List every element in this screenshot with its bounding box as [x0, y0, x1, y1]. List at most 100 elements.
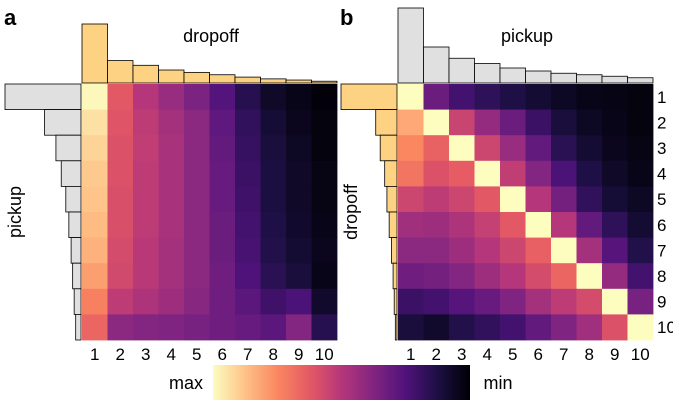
heatmap-cell [474, 186, 501, 213]
heatmap-cell [311, 186, 338, 213]
heatmap-cell [311, 160, 338, 187]
heatmap-cell [184, 314, 210, 341]
top-hist-bar [183, 71, 210, 84]
heatmap-cell [398, 160, 424, 187]
top-hist-bar [311, 80, 338, 84]
top-hist-bar [209, 74, 236, 84]
heatmap-cell [449, 135, 475, 162]
heatmap-cell [627, 109, 654, 136]
heatmap-cell [525, 314, 552, 341]
x-tick-label: 2 [116, 345, 125, 364]
heatmap-cell [209, 84, 236, 110]
heatmap-cell [235, 288, 261, 315]
x-tick-label: 1 [406, 345, 415, 364]
heatmap-cell [398, 263, 424, 290]
top-hist-bar [627, 77, 654, 84]
heatmap-cell [500, 263, 526, 290]
left-hist-bar [44, 109, 82, 136]
x-tick-label: 1 [90, 345, 99, 364]
panel-letter-a: a [4, 5, 17, 30]
heatmap-cell [602, 212, 628, 238]
heatmap-cell [449, 186, 475, 213]
x-tick-label: 5 [192, 345, 201, 364]
heatmap-cell [107, 135, 134, 162]
heatmap-cell [184, 160, 210, 187]
x-tick-label: 2 [432, 345, 441, 364]
heatmap-cell [576, 135, 603, 162]
left-hist-bar [384, 160, 398, 187]
heatmap-cell [627, 160, 654, 187]
heatmap-cell [260, 160, 287, 187]
heatmap-cell [602, 135, 628, 162]
heatmap-cell [209, 263, 236, 290]
heatmap-cell [576, 84, 603, 110]
heatmap-cell [551, 160, 577, 187]
heatmap-cell [235, 84, 261, 110]
heatmap-cell [107, 186, 134, 213]
heatmap-cell [184, 135, 210, 162]
top-axis-label: dropoff [183, 26, 240, 46]
heatmap-cell [525, 160, 552, 187]
left-hist-bar [390, 237, 398, 264]
heatmap-cell [423, 314, 450, 341]
left-hist-bar [60, 160, 82, 187]
heatmap-cell [82, 314, 108, 341]
heatmap-cell [474, 135, 501, 162]
heatmap-cell [107, 237, 134, 264]
heatmap-cell [209, 135, 236, 162]
heatmap-cell [311, 237, 338, 264]
heatmap-cell [82, 212, 108, 238]
x-tick-label: 5 [508, 345, 517, 364]
y-tick-label: 3 [657, 139, 666, 158]
heatmap-cell [551, 237, 577, 264]
heatmap-cell [551, 135, 577, 162]
heatmap-cell [423, 84, 450, 110]
heatmap-cell [209, 237, 236, 264]
heatmap-cell [525, 288, 552, 315]
heatmap-cell [184, 109, 210, 136]
heatmap-cell [286, 288, 312, 315]
heatmap-cell [398, 109, 424, 136]
heatmap-cell [474, 84, 501, 110]
heatmap-cell [398, 314, 424, 341]
heatmap-cell [82, 135, 108, 162]
heatmap-cell [286, 186, 312, 213]
top-hist-bar [474, 63, 501, 84]
heatmap-cell [627, 263, 654, 290]
heatmap-cell [525, 135, 552, 162]
heatmap-cell [82, 186, 108, 213]
heatmap-cell [423, 237, 450, 264]
heatmap-cell [260, 186, 287, 213]
heatmap-cell [82, 263, 108, 290]
heatmap-cell [158, 84, 185, 110]
heatmap-cell [286, 109, 312, 136]
heatmap-cell [158, 263, 185, 290]
top-hist-bar [550, 72, 577, 84]
heatmap-cell [311, 263, 338, 290]
heatmap-cell [627, 135, 654, 162]
heatmap-cell [602, 314, 628, 341]
heatmap-cell [525, 186, 552, 213]
heatmap-cell [184, 263, 210, 290]
legend-max-label: max [169, 373, 203, 393]
colorbar-legend: max min [169, 365, 513, 400]
heatmap-cell [576, 186, 603, 213]
heatmap-cell [398, 135, 424, 162]
heatmap-cell [107, 109, 134, 136]
heatmap-cell [286, 160, 312, 187]
heatmap-cell [107, 263, 134, 290]
heatmap-cell [158, 314, 185, 341]
heatmap-cell [133, 186, 159, 213]
x-tick-label: 10 [315, 345, 334, 364]
heatmap-cell [525, 109, 552, 136]
panel-letter-b: b [340, 5, 353, 30]
heatmap-cell [423, 212, 450, 238]
colorbar [213, 365, 470, 400]
heatmap-cell [260, 237, 287, 264]
top-hist-bar [601, 75, 628, 84]
heatmap-cell [286, 135, 312, 162]
heatmap-cell [260, 135, 287, 162]
heatmap-cell [260, 84, 287, 110]
